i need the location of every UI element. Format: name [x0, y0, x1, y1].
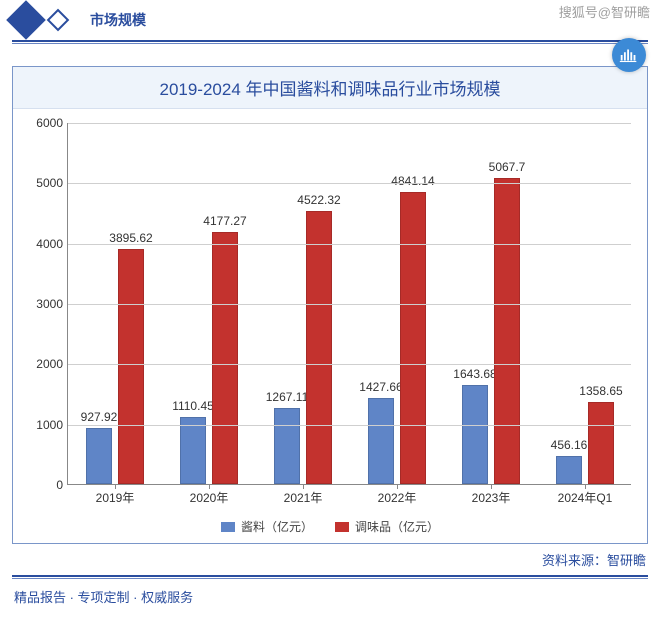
grid-line [68, 244, 631, 245]
chart-legend: 酱料（亿元） 调味品（亿元） [21, 518, 639, 535]
grid-line [68, 304, 631, 305]
bar-value-label: 1110.45 [172, 399, 214, 413]
y-axis-tick: 2000 [21, 357, 63, 371]
bar [494, 178, 520, 484]
divider-thin [12, 43, 648, 44]
header-bar: 市场规模 搜狐号@智研瞻 [0, 0, 660, 36]
bar-value-label: 1643.68 [453, 367, 496, 381]
x-axis-tick-mark [115, 484, 116, 489]
bar-value-label: 5067.7 [489, 160, 526, 174]
bar [86, 428, 112, 484]
chart-title: 2019-2024 年中国酱料和调味品行业市场规模 [13, 67, 647, 109]
bar [212, 232, 238, 484]
brand-badge-icon [612, 38, 646, 72]
bar-value-label: 927.92 [81, 410, 118, 424]
x-axis-tick-mark [491, 484, 492, 489]
y-axis-tick: 5000 [21, 176, 63, 190]
chart-plot: 927.923895.621110.454177.271267.114522.3… [21, 117, 639, 537]
bar [274, 408, 300, 484]
legend-swatch-icon [221, 522, 235, 532]
plot-area: 927.923895.621110.454177.271267.114522.3… [67, 123, 631, 485]
watermark-text: 搜狐号@智研瞻 [559, 2, 650, 21]
bar [306, 211, 332, 484]
legend-item: 调味品（亿元） [335, 518, 439, 535]
bar [118, 249, 144, 484]
bar-value-label: 1267.11 [266, 390, 309, 404]
divider-bottom-thick [12, 575, 648, 577]
x-axis-tick: 2022年 [378, 489, 417, 506]
footer-text: 精品报告 · 专项定制 · 权威服务 [0, 579, 660, 614]
y-axis-tick: 6000 [21, 116, 63, 130]
bar [556, 456, 582, 484]
bar [368, 398, 394, 484]
grid-line [68, 183, 631, 184]
diamond-bullet-icon [12, 6, 66, 34]
x-axis-tick: 2021年 [284, 489, 323, 506]
bar-value-label: 1427.66 [359, 380, 402, 394]
legend-label: 酱料（亿元） [241, 518, 313, 535]
bar-value-label: 4841.14 [391, 174, 434, 188]
legend-swatch-icon [335, 522, 349, 532]
bar-value-label: 456.16 [551, 438, 588, 452]
bar [588, 402, 614, 484]
bar-value-label: 4177.27 [203, 214, 246, 228]
bar-value-label: 1358.65 [579, 384, 622, 398]
divider-thick [12, 40, 648, 42]
x-axis-tick-mark [209, 484, 210, 489]
bar [462, 385, 488, 484]
bar [400, 192, 426, 484]
grid-line [68, 425, 631, 426]
grid-line [68, 123, 631, 124]
source-attribution: 资料来源：智研瞻 [0, 544, 660, 571]
y-axis-tick: 1000 [21, 418, 63, 432]
bar [180, 417, 206, 484]
section-title: 市场规模 [90, 10, 146, 30]
y-axis-tick: 4000 [21, 237, 63, 251]
x-axis-tick: 2020年 [190, 489, 229, 506]
x-axis-tick: 2024年Q1 [558, 489, 613, 506]
y-axis-tick: 3000 [21, 297, 63, 311]
chart-container: 2019-2024 年中国酱料和调味品行业市场规模 927.923895.621… [12, 66, 648, 544]
y-axis-tick: 0 [21, 478, 63, 492]
bar-value-label: 4522.32 [297, 193, 340, 207]
legend-label: 调味品（亿元） [355, 518, 439, 535]
x-axis-tick-mark [397, 484, 398, 489]
x-axis-tick: 2019年 [96, 489, 135, 506]
x-axis-tick-mark [585, 484, 586, 489]
grid-line [68, 364, 631, 365]
legend-item: 酱料（亿元） [221, 518, 313, 535]
x-axis-tick-mark [303, 484, 304, 489]
x-axis-tick: 2023年 [472, 489, 511, 506]
